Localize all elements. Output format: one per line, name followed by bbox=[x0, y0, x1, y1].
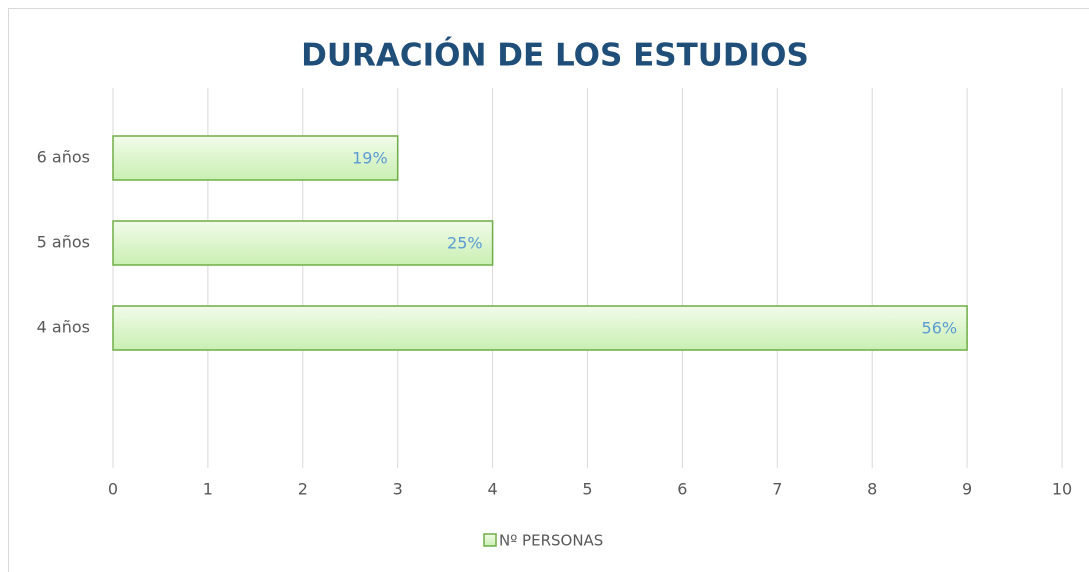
x-tick-label: 10 bbox=[1052, 480, 1072, 499]
x-tick-label: 7 bbox=[772, 480, 782, 499]
legend-label: Nº PERSONAS bbox=[499, 532, 603, 550]
y-tick-label: 4 años bbox=[37, 318, 90, 337]
data-label: 19% bbox=[352, 149, 388, 168]
bar bbox=[112, 220, 494, 266]
chart-title: DURACIÓN DE LOS ESTUDIOS bbox=[301, 37, 809, 74]
x-tick-label: 9 bbox=[962, 480, 972, 499]
y-tick-label: 6 años bbox=[37, 148, 90, 167]
x-tick-label: 2 bbox=[298, 480, 308, 499]
x-tick-label: 1 bbox=[203, 480, 213, 499]
data-label: 25% bbox=[447, 234, 483, 253]
x-tick-label: 3 bbox=[393, 480, 403, 499]
x-tick-label: 8 bbox=[867, 480, 877, 499]
x-tick-label: 6 bbox=[677, 480, 687, 499]
x-tick-label: 0 bbox=[108, 480, 118, 499]
x-tick-label: 4 bbox=[488, 480, 498, 499]
chart-border bbox=[8, 8, 1089, 572]
x-tick-label: 5 bbox=[582, 480, 592, 499]
legend-swatch bbox=[483, 533, 497, 547]
data-label: 56% bbox=[922, 319, 958, 338]
bar bbox=[112, 135, 399, 181]
bar bbox=[112, 305, 968, 351]
y-tick-label: 5 años bbox=[37, 233, 90, 252]
